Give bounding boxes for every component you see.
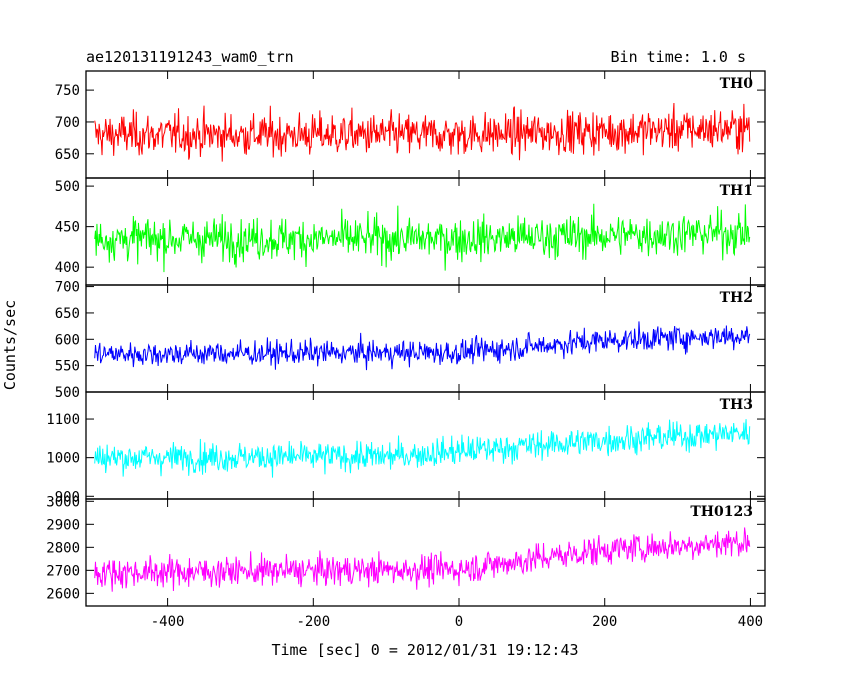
panel-th0: 650 700 750 TH0 <box>55 70 766 179</box>
y-tick-label: 400 <box>55 260 80 276</box>
panel-frame <box>85 498 766 607</box>
y-tick-label: 900 <box>55 489 80 505</box>
x-tick-label: 400 <box>738 614 763 630</box>
y-tick-label: 3000 <box>46 494 80 510</box>
y-tick-label: 750 <box>55 83 80 99</box>
y-tick-label: 1000 <box>46 451 80 467</box>
x-tick-label: 200 <box>592 614 617 630</box>
y-tick-label: 2600 <box>46 586 80 602</box>
panel-th2: 500 550 600 650 700 TH2 <box>55 280 766 401</box>
y-tick-label: 500 <box>55 385 80 401</box>
panel-label: TH0123 <box>690 504 753 520</box>
y-axis-label: Counts/sec <box>1 300 19 390</box>
x-tick-label: 0 <box>455 614 463 630</box>
panel-label: TH0 <box>720 76 754 92</box>
y-tick-label: 450 <box>55 220 80 236</box>
y-tick-label: 1100 <box>46 412 80 428</box>
x-tick-label: -400 <box>151 614 185 630</box>
y-tick-label: 700 <box>55 280 80 296</box>
bin-time-label: Bin time: 1.0 s <box>611 48 746 66</box>
y-tick-label: 500 <box>55 179 80 195</box>
chart-title: ae120131191243_wam0_trn <box>86 48 294 66</box>
panel-label: TH2 <box>720 290 753 306</box>
y-tick-label: 650 <box>55 147 80 163</box>
x-axis-label: Time [sec] 0 = 2012/01/31 19:12:43 <box>271 641 578 659</box>
y-tick-label: 2700 <box>46 563 80 579</box>
panel-th0123: 2600 2700 2800 2900 3000 TH0123 -400 -200 0 200 40… <box>46 494 766 630</box>
series-th1 <box>94 203 751 273</box>
y-tick-label: 700 <box>55 115 80 131</box>
series-th0123 <box>94 527 751 592</box>
series-th0 <box>94 102 751 162</box>
panel-label: TH3 <box>720 397 753 413</box>
panel-th1: 400 450 500 TH1 <box>55 177 766 286</box>
panel-th3: 900 1000 1100 TH3 <box>46 391 766 505</box>
y-tick-label: 2900 <box>46 517 80 533</box>
series-th3 <box>94 419 751 478</box>
panel-stack: 650 700 750 TH0 400 450 500 TH1 500 550 600 650 700 T… <box>46 70 766 630</box>
y-tick-label: 600 <box>55 332 80 348</box>
y-tick-label: 550 <box>55 359 80 375</box>
x-tick-label: -200 <box>296 614 330 630</box>
panel-label: TH1 <box>720 183 753 199</box>
series-th2 <box>94 321 751 371</box>
panel-frame <box>85 284 766 393</box>
y-tick-label: 650 <box>55 306 80 322</box>
y-tick-label: 2800 <box>46 540 80 556</box>
